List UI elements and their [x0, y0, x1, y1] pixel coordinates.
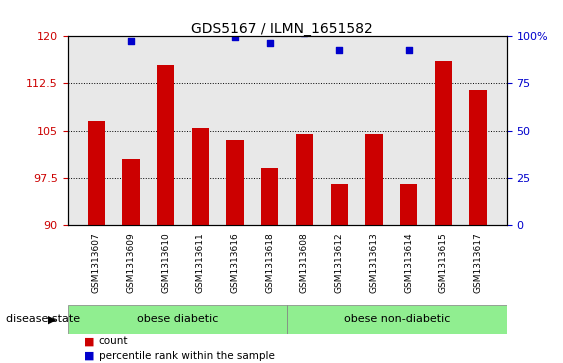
Point	[127, 38, 136, 44]
Bar	[296, 134, 313, 225]
Point	[161, 20, 170, 26]
Point	[439, 18, 448, 24]
Bar	[87, 121, 105, 225]
Point	[231, 34, 240, 40]
Bar	[261, 168, 279, 225]
FancyBboxPatch shape	[287, 305, 507, 334]
Point	[196, 28, 205, 33]
Point	[369, 29, 378, 34]
Bar	[157, 65, 175, 225]
Text: GDS5167 / ILMN_1651582: GDS5167 / ILMN_1651582	[191, 22, 372, 36]
Text: obese diabetic: obese diabetic	[137, 314, 218, 325]
Bar	[435, 61, 452, 225]
Point	[92, 27, 101, 33]
Bar	[365, 134, 383, 225]
Text: obese non-diabetic: obese non-diabetic	[344, 314, 450, 325]
Point	[404, 48, 413, 53]
Bar	[330, 184, 348, 225]
Text: ■: ■	[84, 336, 95, 346]
Bar	[400, 184, 417, 225]
Bar	[470, 90, 487, 225]
Point	[473, 25, 482, 31]
Text: ■: ■	[84, 351, 95, 361]
Point	[265, 40, 274, 46]
Bar	[191, 127, 209, 225]
Point	[334, 48, 343, 53]
Text: ▶: ▶	[48, 314, 56, 325]
Text: percentile rank within the sample: percentile rank within the sample	[99, 351, 274, 361]
Bar	[122, 159, 140, 225]
Text: count: count	[99, 336, 128, 346]
Point	[300, 30, 309, 36]
Bar	[226, 140, 244, 225]
Text: disease state: disease state	[6, 314, 80, 325]
FancyBboxPatch shape	[68, 305, 287, 334]
